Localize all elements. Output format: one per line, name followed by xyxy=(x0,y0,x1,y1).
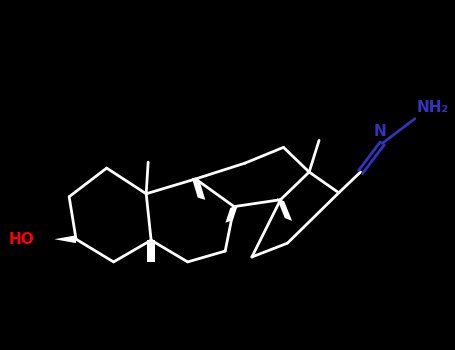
Polygon shape xyxy=(192,178,205,200)
Text: HO: HO xyxy=(9,232,35,247)
Polygon shape xyxy=(54,235,76,243)
Polygon shape xyxy=(225,205,238,223)
Text: N: N xyxy=(374,125,387,139)
Polygon shape xyxy=(277,198,292,221)
Polygon shape xyxy=(147,240,155,262)
Text: NH₂: NH₂ xyxy=(417,100,449,115)
